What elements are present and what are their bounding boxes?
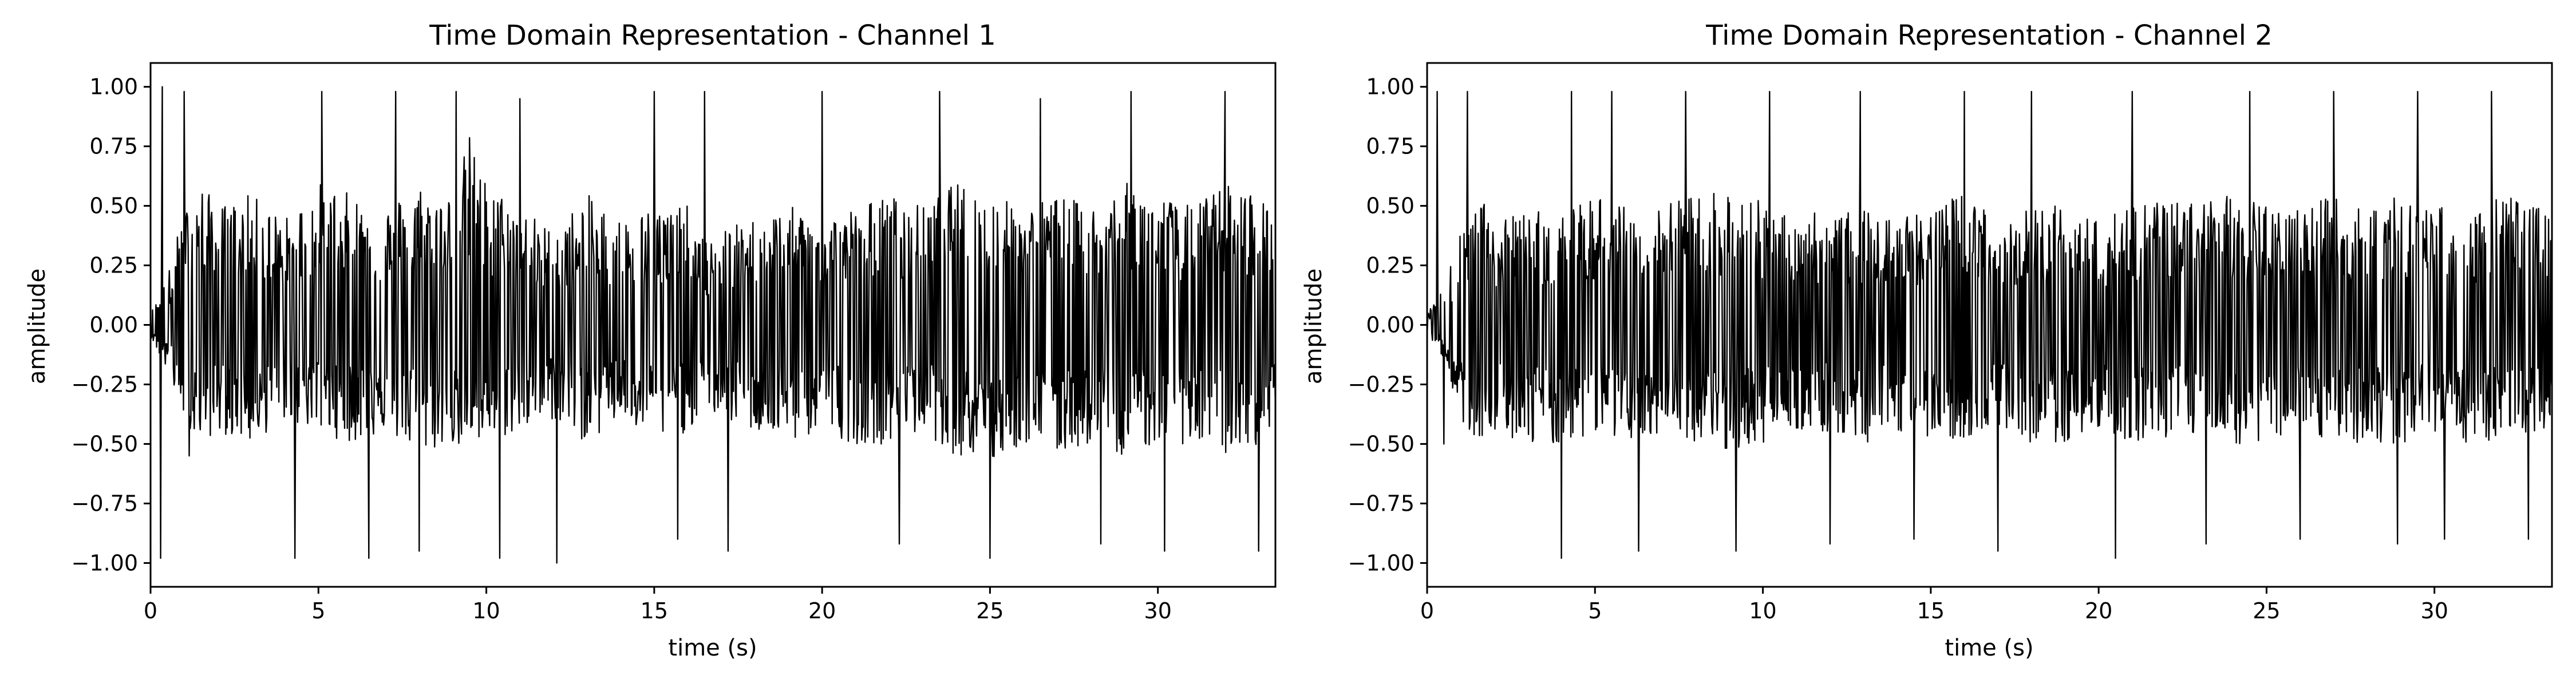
x-tick-label: 20 [2085,598,2112,623]
x-tick-label: 15 [1917,598,1945,623]
y-tick-label: 0.00 [1366,313,1415,338]
x-tick-label: 10 [472,598,500,623]
x-tick-label: 10 [1749,598,1776,623]
y-tick-label: 0.00 [89,313,138,338]
y-axis-label: amplitude [24,269,50,384]
x-tick-label: 30 [1144,598,1172,623]
x-tick-label: 30 [2421,598,2448,623]
x-tick-label: 0 [144,598,157,623]
y-axis-label: amplitude [1301,269,1327,384]
y-tick-label: −1.00 [72,550,138,575]
y-tick-label: −0.25 [1348,372,1415,397]
signal-line [1426,90,2553,559]
x-tick-label: 5 [1588,598,1602,623]
y-tick-label: 0.25 [89,253,138,278]
x-axis-label: time (s) [668,635,757,661]
y-tick-label: −1.00 [1348,550,1415,575]
x-tick-label: 5 [311,598,325,623]
y-tick-label: 0.50 [89,194,138,219]
y-tick-label: −0.75 [72,491,138,516]
signal-line [149,86,1277,564]
y-tick-label: −0.25 [72,372,138,397]
x-tick-label: 0 [1420,598,1434,623]
x-axis-label: time (s) [1945,635,2033,661]
y-tick-label: 0.50 [1366,194,1415,219]
y-tick-label: −0.75 [1348,491,1415,516]
y-tick-label: −0.50 [1348,431,1415,456]
x-tick-label: 20 [808,598,836,623]
y-tick-label: 1.00 [1366,74,1415,100]
plot-area: 0 5 10 15 20 25 30 1.00 0.75 0.50 0.25 0.00 −0.25 −0.… [72,62,1277,623]
chart-channel-1: Time Domain Representation - Channel 1 a… [24,19,1277,661]
x-tick-label: 15 [641,598,668,623]
y-tick-label: 0.75 [89,134,138,159]
chart-title: Time Domain Representation - Channel 2 [1705,19,2272,52]
chart-title: Time Domain Representation - Channel 1 [429,19,995,52]
y-tick-label: 0.25 [1366,253,1415,278]
x-tick-label: 25 [976,598,1003,623]
x-tick-label: 25 [2253,598,2280,623]
y-tick-label: −0.50 [72,431,138,456]
y-tick-label: 0.75 [1366,134,1415,159]
chart-channel-2: Time Domain Representation - Channel 2 a… [1301,19,2553,661]
y-tick-label: 1.00 [89,74,138,100]
plot-area: 0 5 10 15 20 25 30 1.00 0.75 0.50 0.25 0.00 −0.25 −0.… [1348,62,2553,623]
